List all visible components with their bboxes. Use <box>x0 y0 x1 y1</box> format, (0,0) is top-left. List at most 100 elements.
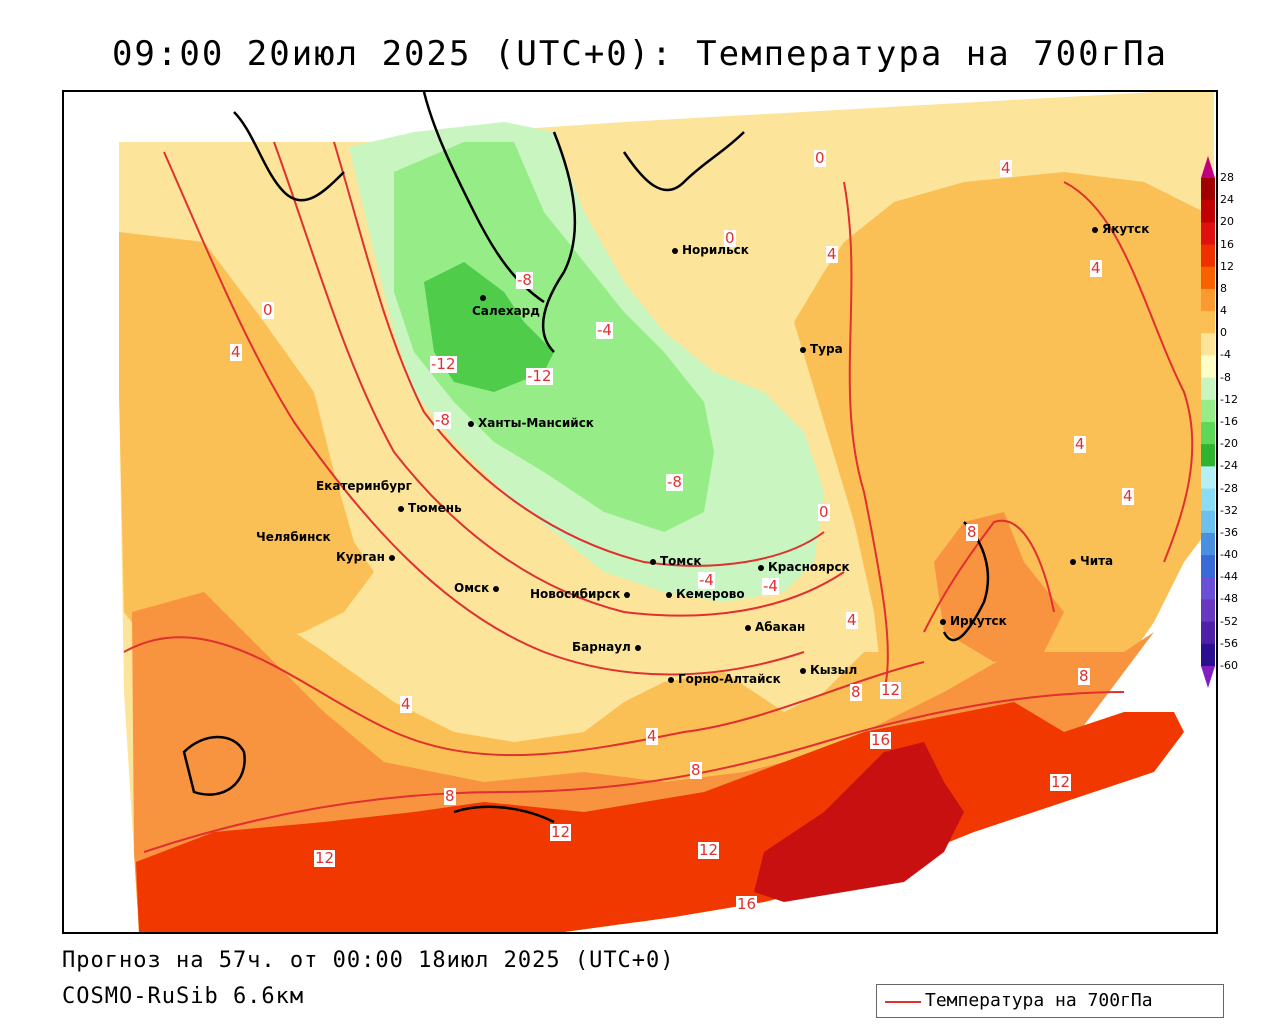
city-dot <box>800 667 806 674</box>
colorbar-tick-label: 16 <box>1220 237 1234 251</box>
city-dot <box>666 591 672 598</box>
colorbar-swatch <box>1201 288 1215 312</box>
contour-label: 4 <box>826 245 838 263</box>
city-dot <box>1070 558 1076 565</box>
model-name: COSMO-RuSib 6.6км <box>62 984 305 1009</box>
colorbar-tick-label: -8 <box>1220 370 1231 384</box>
legend-box: Температура на 700гПа <box>876 984 1224 1018</box>
zone-minus12 <box>424 262 554 392</box>
city-tyumen: Тюмень <box>398 501 462 515</box>
colorbar-swatch <box>1201 599 1215 623</box>
city-yakutsk: Якутск <box>1092 222 1149 236</box>
colorbar-swatch <box>1201 555 1215 578</box>
city-khanty-mansiysk: Ханты-Мансийск <box>468 416 594 430</box>
colorbar-tick-label: -28 <box>1220 481 1238 495</box>
city-dot <box>493 585 500 592</box>
colorbar-swatch <box>1201 621 1215 645</box>
city-dot <box>668 676 674 683</box>
city-norilsk: Норильск <box>672 243 749 257</box>
colorbar-tick-label: -56 <box>1220 636 1238 650</box>
city-irkutsk: Иркутск <box>940 614 1007 628</box>
city-tomsk: Томск <box>650 554 702 568</box>
colorbar-tick-label: -60 <box>1220 659 1238 672</box>
temperature-map[interactable]: Якутск Норильск Салехард Тура Ханты-Манс… <box>62 90 1218 934</box>
colorbar-top-arrow <box>1201 156 1215 178</box>
contour-label: 4 <box>1074 435 1086 453</box>
city-barnaul: Барнаул <box>572 640 645 654</box>
contour-label: 12 <box>698 841 720 859</box>
city-dot <box>388 554 395 561</box>
colorbar-tick-label: 12 <box>1220 259 1234 273</box>
colorbar-tick-label: -24 <box>1220 459 1238 473</box>
contour-label: 12 <box>880 681 902 699</box>
zone-plus16 <box>754 742 964 902</box>
colorbar-swatch <box>1201 244 1215 268</box>
city-dot <box>480 294 486 301</box>
colorbar-swatch <box>1201 422 1215 445</box>
colorbar-swatch <box>1201 399 1215 423</box>
city-chita: Чита <box>1070 554 1113 568</box>
city-dot <box>1092 226 1098 233</box>
colorbar-swatch <box>1201 222 1215 246</box>
contour-label: -4 <box>698 571 715 589</box>
contour-label: 4 <box>400 695 412 713</box>
colorbar <box>1201 156 1215 688</box>
city-abakan: Абакан <box>745 620 805 634</box>
legend-line <box>885 1001 921 1003</box>
colorbar-swatch <box>1201 466 1215 490</box>
contour-label: 4 <box>646 727 658 745</box>
colorbar-tick-label: -52 <box>1220 614 1238 628</box>
forecast-info: Прогноз на 57ч. от 00:00 18июл 2025 (UTC… <box>62 948 675 973</box>
city-novosibirsk: Новосибирск <box>530 587 634 601</box>
city-dot <box>634 644 641 651</box>
contour-label: 16 <box>870 731 892 749</box>
colorbar-tick-label: -48 <box>1220 592 1238 606</box>
legend-label: Температура на 700гПа <box>925 990 1153 1011</box>
city-dot <box>672 247 678 254</box>
city-chelyabinsk: Челябинск <box>256 530 331 544</box>
colorbar-swatch <box>1201 643 1215 667</box>
contour-label: 16 <box>736 895 758 913</box>
contour-label: 8 <box>690 761 702 779</box>
zone-plus8-baikal <box>934 512 1064 662</box>
city-krasnoyarsk: Красноярск <box>758 560 850 574</box>
colorbar-swatch <box>1201 311 1215 334</box>
colorbar-tick-label: 24 <box>1220 193 1234 207</box>
city-gorno-altaysk: Горно-Алтайск <box>668 672 781 686</box>
contour-label: 0 <box>818 503 830 521</box>
colorbar-tick-label: 4 <box>1220 304 1227 318</box>
colorbar-tick-label: -40 <box>1220 548 1238 562</box>
page-title: 09:00 20июл 2025 (UTC+0): Температура на… <box>111 34 1169 74</box>
contour-label: 12 <box>550 823 572 841</box>
contour-label: 4 <box>846 611 858 629</box>
city-omsk: Омск <box>454 581 503 595</box>
contour-label: 4 <box>230 343 242 361</box>
city-salekhard <box>480 290 490 304</box>
zone-plus4-east <box>794 172 1214 742</box>
contour-label: -8 <box>516 271 533 289</box>
contour-label: -4 <box>762 577 779 595</box>
city-dot <box>745 624 751 631</box>
colorbar-swatch <box>1201 488 1215 512</box>
contour-label: 0 <box>814 149 826 167</box>
colorbar-swatch <box>1201 577 1215 600</box>
contour-label: 0 <box>262 301 274 319</box>
city-kemerovo: Кемерово <box>666 587 745 601</box>
colorbar-tick-label: -20 <box>1220 437 1238 451</box>
contour-label: 12 <box>314 849 336 867</box>
contour-label: -12 <box>526 367 553 385</box>
contour-label: -12 <box>430 355 457 373</box>
colorbar-swatch <box>1201 355 1215 379</box>
contour-label: -8 <box>434 411 451 429</box>
city-dot <box>398 505 404 512</box>
colorbar-swatch <box>1201 444 1215 467</box>
city-dot <box>800 346 806 353</box>
contour-label: -8 <box>666 473 683 491</box>
colorbar-tick-label: -4 <box>1220 348 1231 362</box>
city-dot <box>758 564 764 571</box>
city-salekhard-label: Салехард <box>472 304 540 318</box>
contour-label: 12 <box>1050 773 1072 791</box>
contour-label: 8 <box>444 787 456 805</box>
colorbar-swatch <box>1201 377 1215 401</box>
coastlines <box>182 92 990 824</box>
